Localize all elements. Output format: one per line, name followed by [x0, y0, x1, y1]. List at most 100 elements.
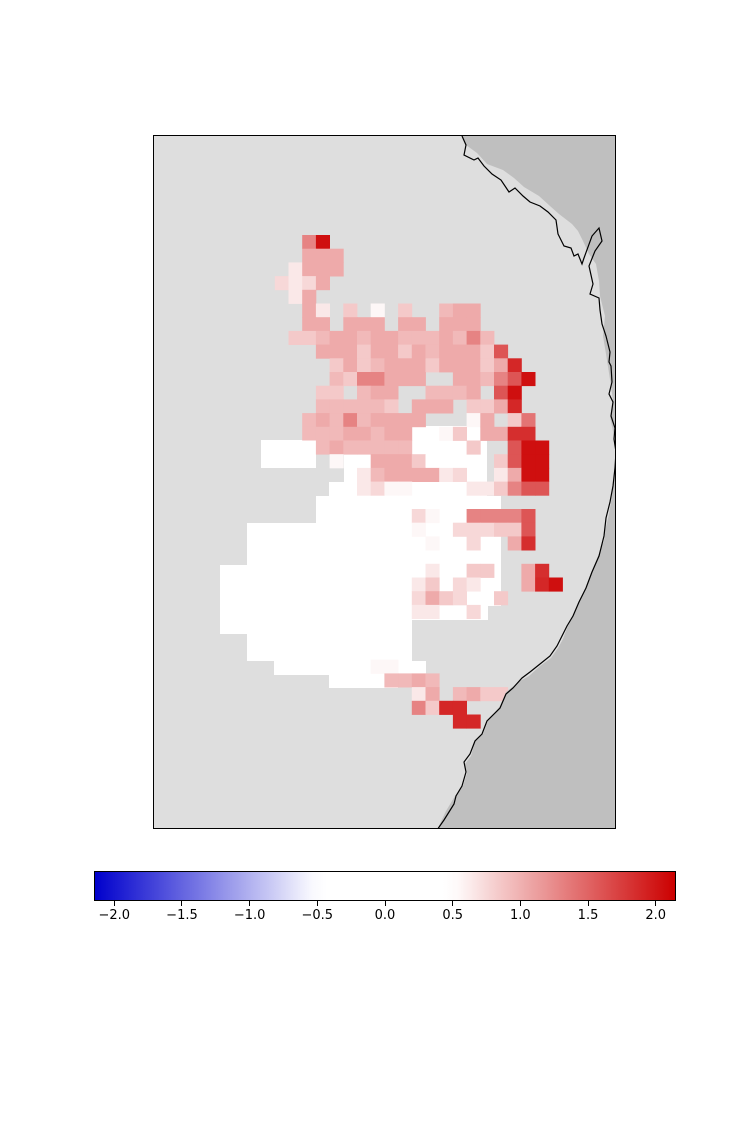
- data-cell: [425, 330, 440, 345]
- data-cell: [494, 591, 509, 606]
- data-cell: [315, 344, 330, 359]
- data-cell: [521, 440, 536, 455]
- data-cell: [494, 509, 509, 524]
- data-cell: [357, 358, 372, 373]
- data-cell: [315, 399, 330, 414]
- data-cell: [466, 509, 481, 524]
- colorbar-tick: −0.5: [287, 901, 347, 923]
- data-cell: [288, 330, 303, 345]
- data-cell: [329, 330, 344, 345]
- data-cell: [425, 358, 440, 373]
- data-cell: [425, 591, 440, 606]
- map-svg: [220, 136, 615, 828]
- data-cell: [357, 385, 372, 400]
- data-cell: [494, 481, 509, 496]
- data-cell: [384, 426, 399, 441]
- data-cell: [384, 440, 399, 455]
- coastline: [437, 136, 615, 828]
- data-cell: [480, 687, 495, 702]
- data-cell: [439, 467, 454, 482]
- data-cell: [452, 467, 467, 482]
- data-cell: [302, 235, 317, 250]
- data-cell: [466, 714, 481, 729]
- data-cell: [480, 344, 495, 359]
- data-cell: [315, 330, 330, 345]
- data-cell: [398, 344, 413, 359]
- data-cell: [521, 467, 536, 482]
- data-cell: [466, 330, 481, 345]
- data-cell: [398, 303, 413, 318]
- colorbar-tick: 0.5: [423, 901, 483, 923]
- data-cell: [411, 399, 426, 414]
- data-cell: [302, 289, 317, 304]
- data-cell: [425, 454, 440, 469]
- data-cell: [384, 454, 399, 469]
- data-cell: [466, 303, 481, 318]
- data-cell: [521, 563, 536, 578]
- data-cell: [425, 604, 440, 619]
- data-cell: [466, 385, 481, 400]
- data-cell: [425, 509, 440, 524]
- data-cell: [535, 563, 550, 578]
- data-cell: [343, 372, 358, 387]
- data-cell: [425, 385, 440, 400]
- data-cell: [329, 440, 344, 455]
- data-cell: [439, 591, 454, 606]
- data-cell: [439, 344, 454, 359]
- data-cell: [521, 509, 536, 524]
- data-cell: [494, 426, 509, 441]
- data-cell: [452, 303, 467, 318]
- data-cell: [315, 413, 330, 428]
- data-cell: [466, 604, 481, 619]
- data-cell: [466, 344, 481, 359]
- data-cell: [425, 563, 440, 578]
- data-cell: [452, 358, 467, 373]
- data-cell: [480, 509, 495, 524]
- data-cell: [384, 344, 399, 359]
- data-cell: [466, 372, 481, 387]
- data-cell: [315, 262, 330, 277]
- data-cell: [302, 262, 317, 277]
- data-cell: [507, 426, 522, 441]
- data-cell: [315, 385, 330, 400]
- data-cell: [398, 413, 413, 428]
- data-cell: [521, 454, 536, 469]
- data-cell: [343, 399, 358, 414]
- data-cell: [288, 262, 303, 277]
- data-cell: [507, 481, 522, 496]
- data-cell: [370, 659, 385, 674]
- data-cell: [329, 385, 344, 400]
- data-cell: [480, 413, 495, 428]
- data-cell: [411, 358, 426, 373]
- data-cell: [480, 399, 495, 414]
- data-cell: [398, 330, 413, 345]
- data-cell: [302, 303, 317, 318]
- data-cell: [411, 604, 426, 619]
- data-cell: [452, 426, 467, 441]
- data-cell: [384, 358, 399, 373]
- data-cell: [452, 577, 467, 592]
- data-cell: [384, 673, 399, 688]
- data-cell: [370, 344, 385, 359]
- data-cells-layer: [220, 235, 563, 729]
- data-cell: [452, 372, 467, 387]
- data-cell: [452, 700, 467, 715]
- data-cell: [357, 467, 372, 482]
- data-cell: [507, 454, 522, 469]
- colorbar-tick: −2.0: [84, 901, 144, 923]
- data-cell: [452, 385, 467, 400]
- data-cell: [398, 440, 413, 455]
- data-cell: [411, 317, 426, 332]
- data-cell: [302, 317, 317, 332]
- data-cell: [521, 522, 536, 537]
- data-cell: [315, 235, 330, 250]
- data-cell: [439, 303, 454, 318]
- data-cell: [384, 413, 399, 428]
- data-cell: [425, 577, 440, 592]
- data-cell: [452, 344, 467, 359]
- data-cell: [507, 536, 522, 551]
- data-cell: [494, 358, 509, 373]
- data-cell: [466, 563, 481, 578]
- data-cell: [370, 372, 385, 387]
- data-cell: [357, 372, 372, 387]
